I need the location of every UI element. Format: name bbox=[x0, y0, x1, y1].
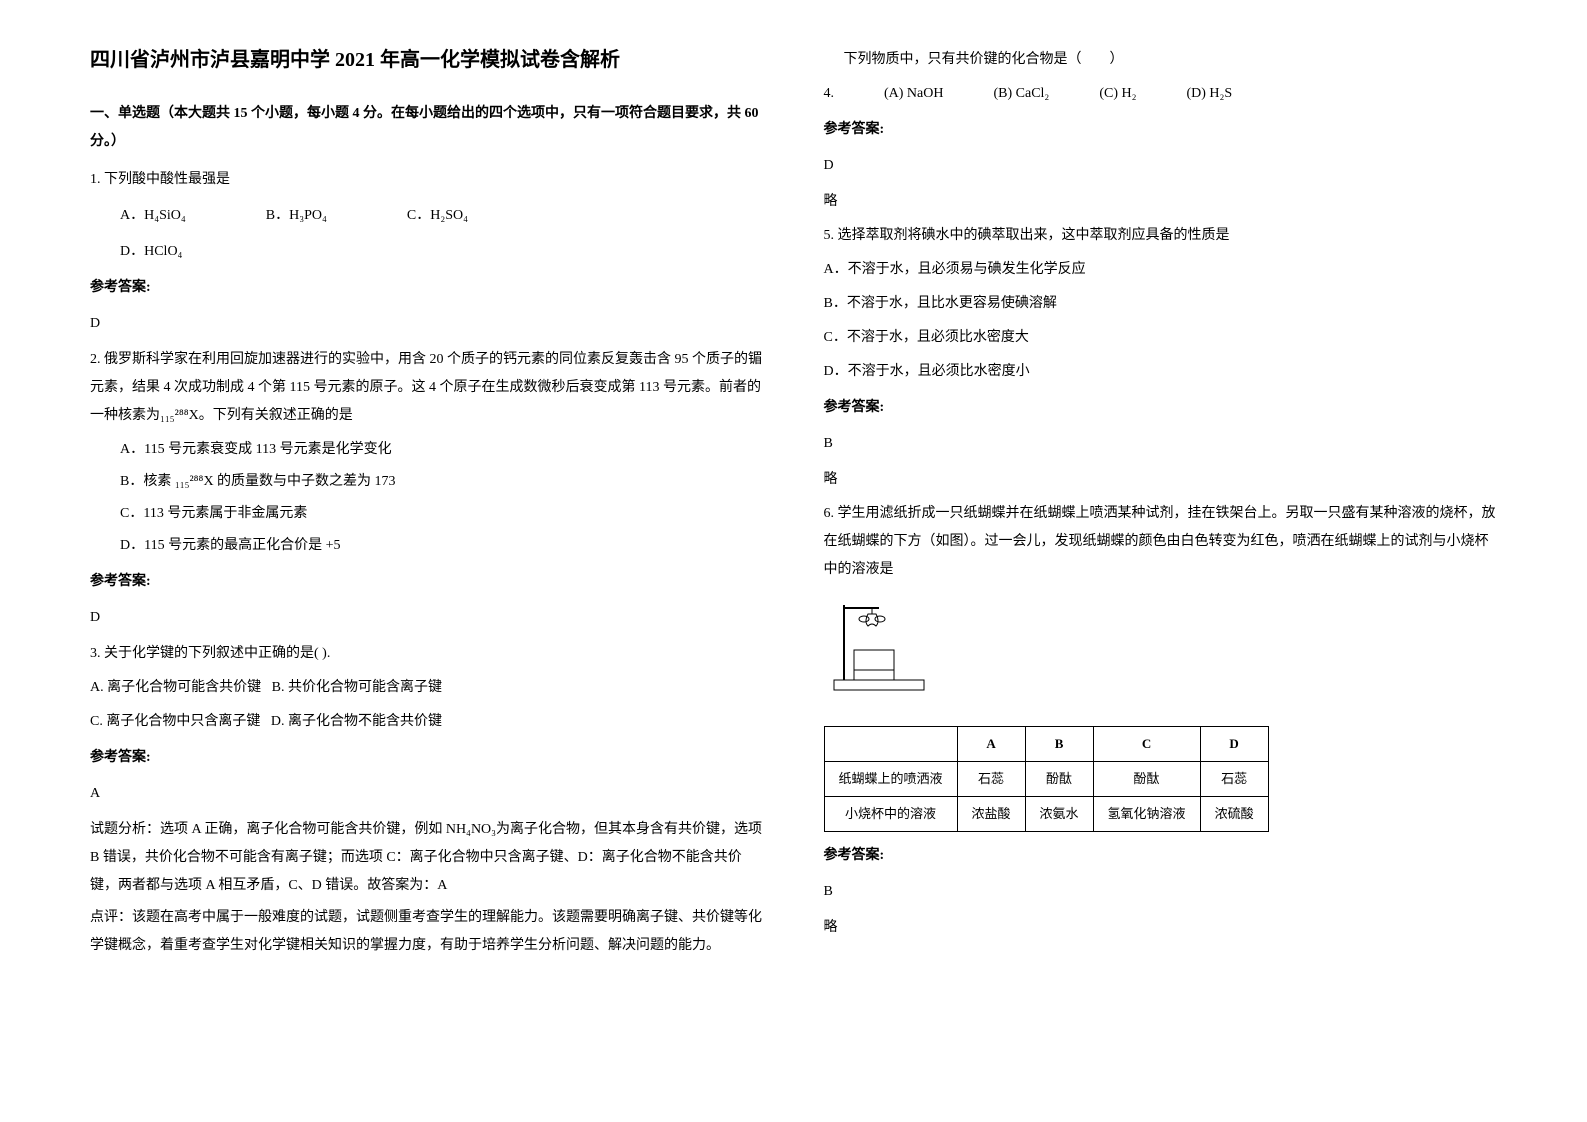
q1-answer-label: 参考答案: bbox=[90, 274, 764, 302]
q1-opt-b: B．H₃PO₄ bbox=[266, 202, 327, 230]
q3-analysis-2: 点评：该题在高考中属于一般难度的试题，试题侧重考查学生的理解能力。该题需要明确离… bbox=[90, 904, 764, 960]
table-row: 纸蝴蝶上的喷洒液 石蕊 酚酞 酚酞 石蕊 bbox=[824, 762, 1268, 797]
q4-num: 4. bbox=[824, 80, 835, 108]
q1-stem: 1. 下列酸中酸性最强是 bbox=[90, 166, 764, 194]
q1-opt-d: D．HClO₄ bbox=[120, 238, 764, 266]
th-d: D bbox=[1200, 727, 1268, 762]
q2-opt-a: A．115 号元素衰变成 113 号元素是化学变化 bbox=[120, 436, 764, 464]
q5-answer: B bbox=[824, 430, 1498, 458]
q2-opt-b: B．核素 ₁₁₅²⁸⁸X 的质量数与中子数之差为 173 bbox=[120, 468, 764, 496]
page-title: 四川省泸州市泸县嘉明中学 2021 年高一化学模拟试卷含解析 bbox=[90, 40, 764, 80]
q4-answer-label: 参考答案: bbox=[824, 116, 1498, 144]
q6-table: A B C D 纸蝴蝶上的喷洒液 石蕊 酚酞 酚酞 石蕊 小烧杯中的溶液 浓盐酸… bbox=[824, 726, 1269, 832]
right-column: 下列物质中，只有共价键的化合物是（ ） 4. (A) NaOH (B) CaCl… bbox=[794, 40, 1528, 1082]
cell: 浓氨水 bbox=[1025, 797, 1093, 832]
table-row: 小烧杯中的溶液 浓盐酸 浓氨水 氢氧化钠溶液 浓硫酸 bbox=[824, 797, 1268, 832]
q3-opt-a: A. 离子化合物可能含共价键 bbox=[90, 680, 261, 695]
q3-opt-b: B. 共价化合物可能含离子键 bbox=[272, 680, 442, 695]
q5-opt-c: C．不溶于水，且必须比水密度大 bbox=[824, 324, 1498, 352]
q4-stem: 下列物质中，只有共价键的化合物是（ ） bbox=[844, 46, 1498, 74]
q3-analysis-1: 试题分析：选项 A 正确，离子化合物可能含共价键，例如 NH₄NO₃为离子化合物… bbox=[90, 816, 764, 900]
left-column: 四川省泸州市泸县嘉明中学 2021 年高一化学模拟试卷含解析 一、单选题（本大题… bbox=[60, 40, 794, 1082]
cell: 酚酞 bbox=[1093, 762, 1200, 797]
cell: 小烧杯中的溶液 bbox=[824, 797, 957, 832]
q2-opt-d: D．115 号元素的最高正化合价是 +5 bbox=[120, 532, 764, 560]
q4-options: 4. (A) NaOH (B) CaCl₂ (C) H₂ (D) H₂S bbox=[824, 80, 1498, 108]
q3-answer-label: 参考答案: bbox=[90, 744, 764, 772]
q5-note: 略 bbox=[824, 466, 1498, 494]
apparatus-diagram bbox=[824, 600, 934, 695]
th-a: A bbox=[957, 727, 1025, 762]
q2-opt-c: C．113 号元素属于非金属元素 bbox=[120, 500, 764, 528]
q2-answer-label: 参考答案: bbox=[90, 568, 764, 596]
q4-opt-a: (A) NaOH bbox=[884, 80, 943, 108]
q3-opts-cd: C. 离子化合物中只含离子键 D. 离子化合物不能含共价键 bbox=[90, 708, 764, 736]
q5-opt-b: B．不溶于水，且比水更容易使碘溶解 bbox=[824, 290, 1498, 318]
cell: 氢氧化钠溶液 bbox=[1093, 797, 1200, 832]
cell: 浓盐酸 bbox=[957, 797, 1025, 832]
q4-opt-b: (B) CaCl₂ bbox=[993, 80, 1049, 108]
q4-opt-d: (D) H₂S bbox=[1186, 80, 1232, 108]
q5-stem: 5. 选择萃取剂将碘水中的碘萃取出来，这中萃取剂应具备的性质是 bbox=[824, 222, 1498, 250]
q6-answer-label: 参考答案: bbox=[824, 842, 1498, 870]
th-c: C bbox=[1093, 727, 1200, 762]
q3-opt-c: C. 离子化合物中只含离子键 bbox=[90, 714, 260, 729]
q5-opt-d: D．不溶于水，且必须比水密度小 bbox=[824, 358, 1498, 386]
q1-options-row1: A．H₄SiO₄ B．H₃PO₄ C．H₂SO₄ bbox=[120, 202, 764, 230]
q6-answer: B bbox=[824, 878, 1498, 906]
q4-opt-c: (C) H₂ bbox=[1099, 80, 1136, 108]
q1-opt-c: C．H₂SO₄ bbox=[407, 202, 468, 230]
q6-note: 略 bbox=[824, 914, 1498, 942]
cell: 石蕊 bbox=[1200, 762, 1268, 797]
cell: 酚酞 bbox=[1025, 762, 1093, 797]
q2-stem: 2. 俄罗斯科学家在利用回旋加速器进行的实验中，用含 20 个质子的钙元素的同位… bbox=[90, 346, 764, 430]
th-blank bbox=[824, 727, 957, 762]
q2-answer: D bbox=[90, 604, 764, 632]
section-heading: 一、单选题（本大题共 15 个小题，每小题 4 分。在每小题给出的四个选项中，只… bbox=[90, 100, 764, 156]
cell: 纸蝴蝶上的喷洒液 bbox=[824, 762, 957, 797]
th-b: B bbox=[1025, 727, 1093, 762]
q4-answer: D bbox=[824, 152, 1498, 180]
q6-stem: 6. 学生用滤纸折成一只纸蝴蝶并在纸蝴蝶上喷洒某种试剂，挂在铁架台上。另取一只盛… bbox=[824, 500, 1498, 584]
q3-answer: A bbox=[90, 780, 764, 808]
cell: 浓硫酸 bbox=[1200, 797, 1268, 832]
q3-opts-ab: A. 离子化合物可能含共价键 B. 共价化合物可能含离子键 bbox=[90, 674, 764, 702]
table-header-row: A B C D bbox=[824, 727, 1268, 762]
q1-answer: D bbox=[90, 310, 764, 338]
cell: 石蕊 bbox=[957, 762, 1025, 797]
q4-note: 略 bbox=[824, 188, 1498, 216]
q1-opt-a: A．H₄SiO₄ bbox=[120, 202, 186, 230]
q5-opt-a: A．不溶于水，且必须易与碘发生化学反应 bbox=[824, 256, 1498, 284]
q5-answer-label: 参考答案: bbox=[824, 394, 1498, 422]
q3-stem: 3. 关于化学键的下列叙述中正确的是( ). bbox=[90, 640, 764, 668]
q3-opt-d: D. 离子化合物不能含共价键 bbox=[271, 714, 442, 729]
